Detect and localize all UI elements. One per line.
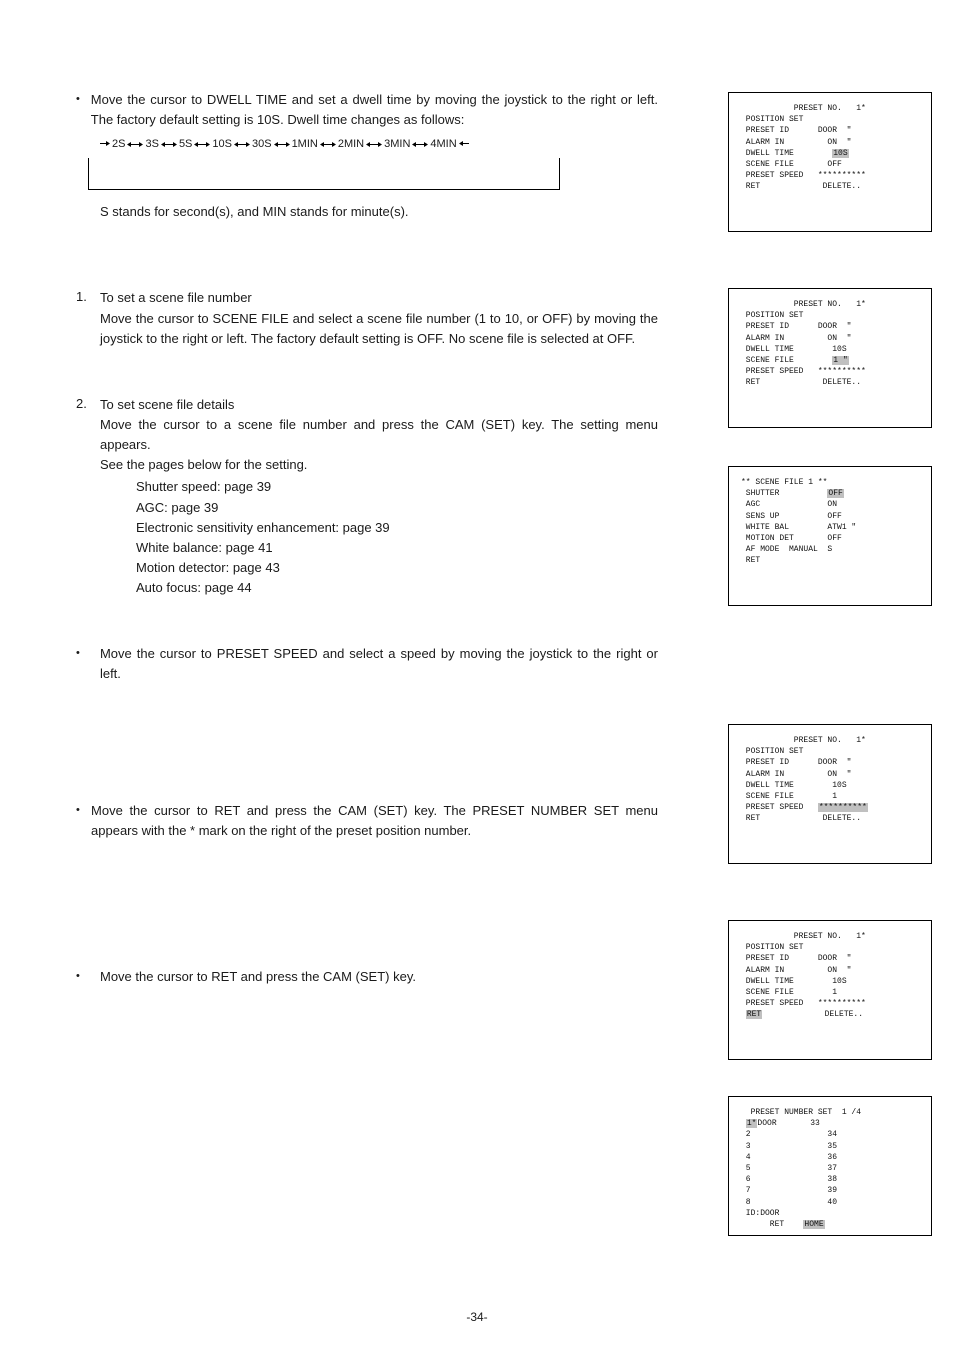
screen-line: PRESET NO. 1* xyxy=(741,735,923,746)
step-1-title: To set a scene file number xyxy=(100,290,252,305)
page-ref-item: Shutter speed: page 39 xyxy=(136,477,658,497)
cycle-item: 30S xyxy=(252,138,272,150)
screen-line: ID:DOOR xyxy=(741,1208,923,1219)
screen-line: SCENE FILE 1 xyxy=(741,791,923,802)
screen-line: 2 34 xyxy=(741,1129,923,1140)
screen-line: PRESET NUMBER SET 1 /4 xyxy=(741,1107,923,1118)
screen-line: AF MODE MANUAL S xyxy=(741,544,923,555)
screen-line: 7 39 xyxy=(741,1185,923,1196)
step-1-body: Move the cursor to SCENE FILE and select… xyxy=(100,311,658,346)
screen-line: ALARM IN ON " xyxy=(741,137,923,148)
dwell-cycle-diagram: 2S 3S 5S 10S 30S 1MIN 2MIN 3MIN 4MIN xyxy=(88,138,560,190)
screen-line: PRESET SPEED ********** xyxy=(741,802,923,813)
screen-line: PRESET NO. 1* xyxy=(741,103,923,114)
screen-line: RET DELETE.. xyxy=(741,377,923,388)
screen-line: POSITION SET xyxy=(741,746,923,757)
screen-line: WHITE BAL ATW1 " xyxy=(741,522,923,533)
screen-line: RET DELETE.. xyxy=(741,1009,923,1020)
screen-line: PRESET NO. 1* xyxy=(741,931,923,942)
screen-line: RET HOME xyxy=(741,1219,923,1230)
screen-line: DWELL TIME 10S xyxy=(741,148,923,159)
screen-line: ALARM IN ON " xyxy=(741,333,923,344)
cycle-item: 5S xyxy=(179,138,192,150)
page-ref-item: Auto focus: page 44 xyxy=(136,578,658,598)
cycle-item: 2MIN xyxy=(338,138,364,150)
screen-line: AGC ON xyxy=(741,499,923,510)
bullet-icon: • xyxy=(76,644,100,659)
screen-line: PRESET ID DOOR " xyxy=(741,125,923,136)
menu-screen: PRESET NUMBER SET 1 /4 1*DOOR 33 2 34 3 … xyxy=(728,1096,932,1236)
screen-line: SCENE FILE 1 xyxy=(741,987,923,998)
ret-para-1: Move the cursor to RET and press the CAM… xyxy=(91,801,658,841)
page-ref-item: AGC: page 39 xyxy=(136,498,658,518)
cycle-item: 3S xyxy=(145,138,158,150)
step-2-num: 2. xyxy=(76,395,100,414)
screen-line: 8 40 xyxy=(741,1197,923,1208)
preset-speed-para: Move the cursor to PRESET SPEED and sele… xyxy=(100,644,658,684)
screen-line: SCENE FILE 1 " xyxy=(741,355,923,366)
screen-line: ALARM IN ON " xyxy=(741,965,923,976)
cycle-item: 4MIN xyxy=(430,138,456,150)
screen-line: 6 38 xyxy=(741,1174,923,1185)
screen-line: ALARM IN ON " xyxy=(741,769,923,780)
dwell-note: S stands for second(s), and MIN stands f… xyxy=(100,202,409,222)
screen-line: SCENE FILE OFF xyxy=(741,159,923,170)
step-2-title: To set scene file details xyxy=(100,397,234,412)
cycle-item: 1MIN xyxy=(292,138,318,150)
ret-para-2: Move the cursor to RET and press the CAM… xyxy=(100,967,416,987)
screen-line: PRESET ID DOOR " xyxy=(741,321,923,332)
screen-line: DWELL TIME 10S xyxy=(741,344,923,355)
menu-screen: ** SCENE FILE 1 ** SHUTTER OFF AGC ON SE… xyxy=(728,466,932,606)
screen-line: SHUTTER OFF xyxy=(741,488,923,499)
screen-line: DWELL TIME 10S xyxy=(741,976,923,987)
menu-screen: PRESET NO. 1* POSITION SET PRESET ID DOO… xyxy=(728,920,932,1060)
step-2-body1: Move the cursor to a scene file number a… xyxy=(100,417,658,452)
screen-line: PRESET SPEED ********** xyxy=(741,998,923,1009)
screen-line: POSITION SET xyxy=(741,942,923,953)
screen-line: POSITION SET xyxy=(741,310,923,321)
cycle-item: 2S xyxy=(112,138,125,150)
screen-line: 1*DOOR 33 xyxy=(741,1118,923,1129)
screen-line: PRESET NO. 1* xyxy=(741,299,923,310)
screen-line: 4 36 xyxy=(741,1152,923,1163)
bullet-icon: • xyxy=(76,801,91,816)
screen-line: RET DELETE.. xyxy=(741,813,923,824)
page-ref-item: White balance: page 41 xyxy=(136,538,658,558)
dwell-time-para: Move the cursor to DWELL TIME and set a … xyxy=(91,90,658,130)
screen-line: MOTION DET OFF xyxy=(741,533,923,544)
page-ref-item: Motion detector: page 43 xyxy=(136,558,658,578)
screen-line: PRESET SPEED ********** xyxy=(741,170,923,181)
page-number: -34- xyxy=(0,1310,954,1324)
screen-line: RET xyxy=(741,555,923,566)
screen-line: RET DELETE.. xyxy=(741,181,923,192)
step-1-num: 1. xyxy=(76,288,100,307)
screen-line: DWELL TIME 10S xyxy=(741,780,923,791)
bullet-icon: • xyxy=(76,967,100,982)
screen-line: ** SCENE FILE 1 ** xyxy=(741,477,923,488)
screen-line: 3 35 xyxy=(741,1141,923,1152)
screen-line: PRESET SPEED ********** xyxy=(741,366,923,377)
screen-line: 5 37 xyxy=(741,1163,923,1174)
screen-line: PRESET ID DOOR " xyxy=(741,757,923,768)
menu-screen: PRESET NO. 1* POSITION SET PRESET ID DOO… xyxy=(728,288,932,428)
step-2-body2: See the pages below for the setting. xyxy=(100,457,307,472)
screen-line: POSITION SET xyxy=(741,114,923,125)
cycle-item: 3MIN xyxy=(384,138,410,150)
menu-screen: PRESET NO. 1* POSITION SET PRESET ID DOO… xyxy=(728,724,932,864)
cycle-item: 10S xyxy=(212,138,232,150)
screen-line: PRESET ID DOOR " xyxy=(741,953,923,964)
page-ref-item: Electronic sensitivity enhancement: page… xyxy=(136,518,658,538)
bullet-icon: • xyxy=(76,90,91,105)
menu-screen: PRESET NO. 1* POSITION SET PRESET ID DOO… xyxy=(728,92,932,232)
screen-line: SENS UP OFF xyxy=(741,511,923,522)
